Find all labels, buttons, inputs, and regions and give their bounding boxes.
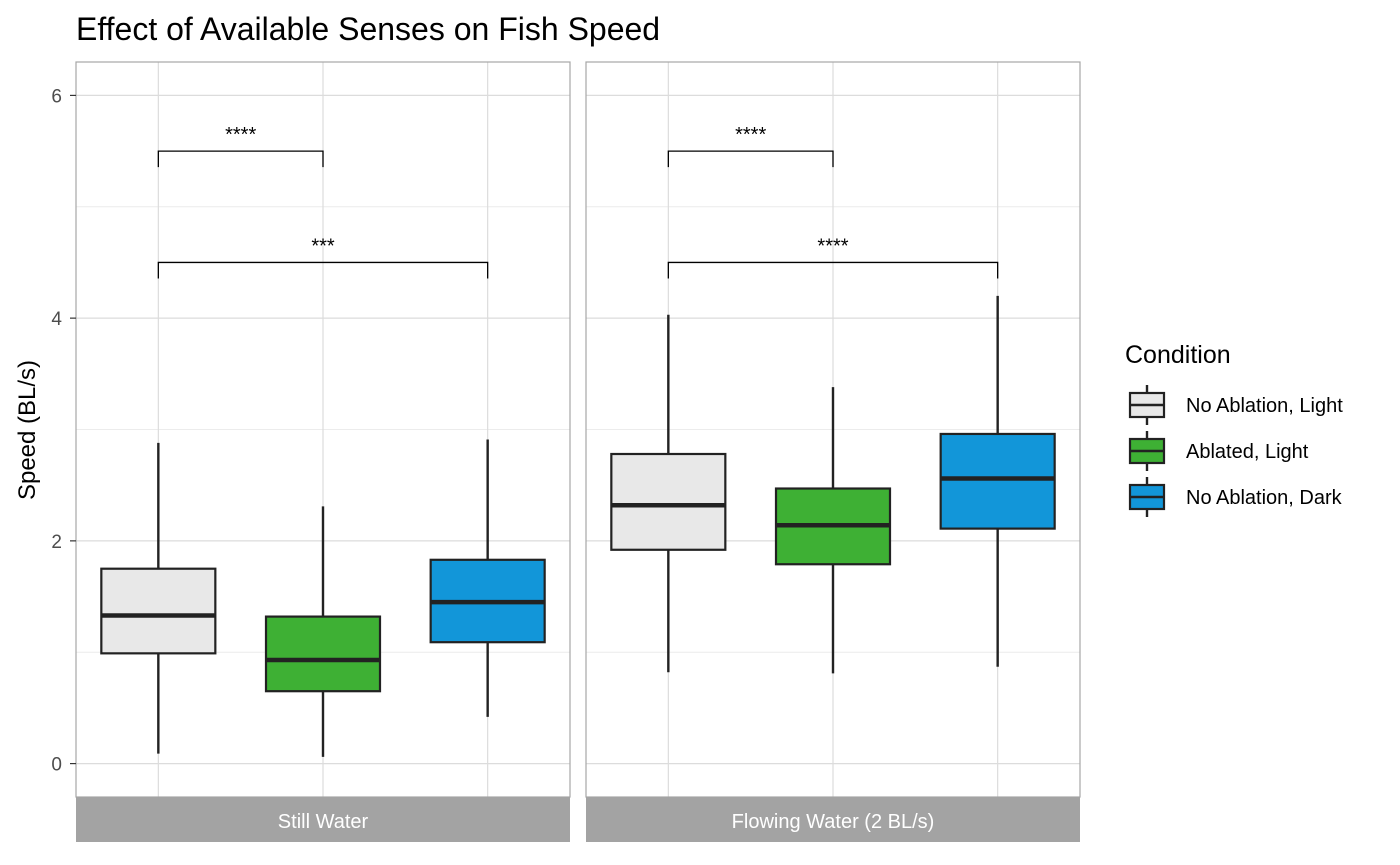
box-iqr [100, 567, 217, 655]
y-axis-label: Speed (BL/s) [14, 360, 41, 500]
y-tick-label: 4 [51, 309, 62, 330]
bracket-line [667, 261, 999, 279]
bracket-line [157, 261, 489, 279]
chart-title: Effect of Available Senses on Fish Speed [76, 11, 660, 47]
significance-bracket: **** [667, 235, 999, 279]
bracket-line [667, 150, 834, 168]
y-axis: 0 2 4 6 [51, 86, 76, 776]
box [610, 314, 727, 673]
box [939, 295, 1056, 667]
significance-label: *** [311, 235, 335, 257]
strip-label: Still Water [278, 811, 369, 833]
facet-panel: *******Still Water [75, 61, 571, 842]
significance-label: **** [225, 124, 256, 146]
box [774, 387, 892, 674]
box [100, 442, 217, 754]
significance-bracket: **** [667, 124, 834, 168]
strip-background [76, 797, 570, 842]
legend: Condition No Ablation, Light Ablated, Lig… [1125, 341, 1343, 517]
significance-bracket: **** [157, 124, 324, 168]
significance-label: **** [735, 124, 766, 146]
legend-item: No Ablation, Light [1128, 385, 1343, 425]
bracket-line [157, 150, 324, 168]
box-iqr [264, 615, 382, 693]
legend-label: No Ablation, Dark [1186, 487, 1343, 509]
strip-label: Flowing Water (2 BL/s) [732, 811, 935, 833]
legend-item: Ablated, Light [1128, 431, 1309, 471]
legend-label: Ablated, Light [1186, 441, 1309, 463]
y-tick-label: 2 [51, 532, 62, 553]
box-iqr [610, 452, 727, 551]
legend-label: No Ablation, Light [1186, 395, 1343, 417]
facet-panel: **** **** Flowing Water (2 BL/s) [585, 61, 1081, 842]
legend-title: Condition [1125, 341, 1231, 369]
box [429, 439, 546, 717]
significance-bracket: *** [157, 235, 489, 279]
y-tick-label: 6 [51, 86, 62, 107]
significance-label: **** [817, 235, 848, 257]
box-iqr [939, 432, 1056, 530]
y-tick-label: 0 [51, 755, 62, 776]
strip-background [586, 797, 1080, 842]
legend-item: No Ablation, Dark [1128, 477, 1343, 517]
facet-panels: *******Still Water********Flowing Water … [75, 61, 1081, 842]
box [264, 506, 382, 757]
